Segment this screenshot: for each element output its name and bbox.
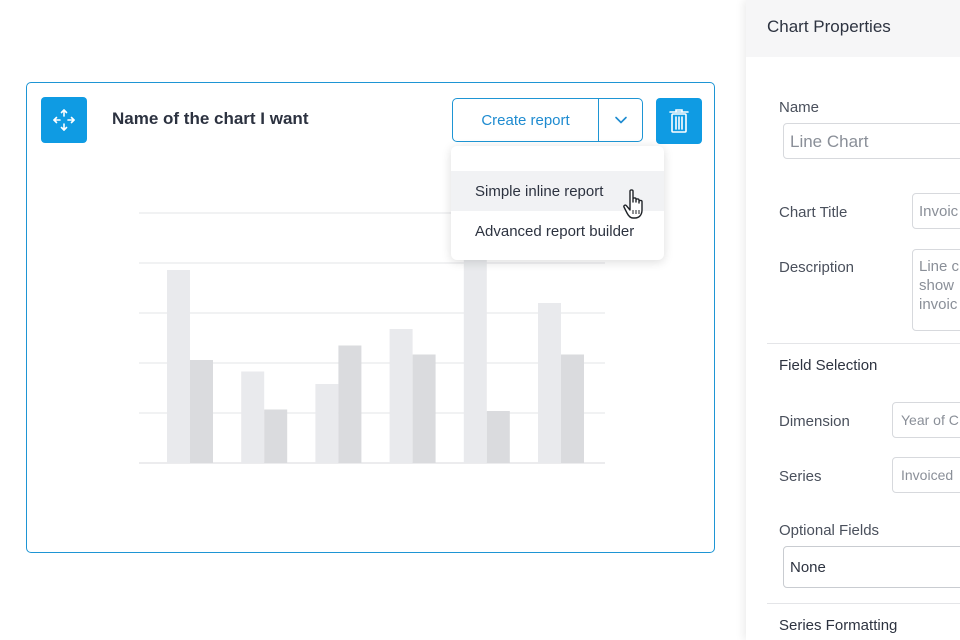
optional-fields-label: Optional Fields — [779, 522, 880, 539]
description-textarea[interactable]: Line c show invoic — [912, 249, 960, 331]
name-input[interactable]: Line Chart — [783, 123, 960, 159]
name-label: Name — [779, 99, 820, 116]
panel-header: Chart Properties — [746, 0, 960, 57]
menu-item-label: Simple inline report — [475, 182, 604, 200]
create-report-menu: Simple inline report Advanced report bui… — [451, 146, 664, 260]
chart-bar — [412, 354, 436, 463]
section-divider — [767, 603, 960, 604]
panel-title: Chart Properties — [767, 17, 891, 36]
trash-icon — [669, 109, 689, 133]
create-report-split-button: Create report — [452, 98, 643, 142]
chart-bar — [167, 270, 190, 463]
create-report-dropdown-toggle[interactable] — [599, 99, 642, 141]
chart-bar — [463, 248, 487, 463]
menu-item-advanced-report-builder[interactable]: Advanced report builder — [451, 211, 664, 251]
move-arrows-icon — [53, 109, 75, 131]
series-select[interactable]: Invoiced — [892, 457, 960, 493]
dimension-select[interactable]: Year of C — [892, 402, 960, 438]
menu-item-label: Advanced report builder — [475, 222, 635, 240]
section-divider — [767, 343, 960, 344]
chart-properties-panel: Chart Properties Name Line Chart Chart T… — [746, 0, 960, 640]
chart-title: Name of the chart I want — [112, 109, 309, 128]
chart-title-label: Chart Title — [779, 204, 848, 221]
field-selection-heading: Field Selection — [779, 357, 878, 374]
optional-fields-select[interactable]: None — [783, 546, 960, 588]
chart-bar — [315, 384, 339, 463]
chart-bar — [486, 411, 510, 463]
chart-bar — [190, 360, 213, 463]
hand-pointer-cursor-icon — [623, 189, 643, 219]
series-formatting-heading: Series Formatting — [779, 617, 898, 634]
chart-bar — [264, 409, 288, 463]
chart-bar — [389, 329, 413, 463]
chart-bar — [241, 371, 265, 463]
delete-chart-button[interactable] — [656, 98, 702, 144]
dimension-label: Dimension — [779, 413, 850, 430]
description-label: Description — [779, 259, 855, 276]
chart-bar — [538, 303, 561, 463]
bar-chart — [139, 212, 605, 464]
move-button[interactable] — [41, 97, 87, 143]
series-label: Series — [779, 468, 822, 485]
menu-item-simple-inline-report[interactable]: Simple inline report — [451, 171, 664, 211]
chart-bar — [561, 354, 584, 463]
chart-bar — [338, 345, 362, 463]
chevron-down-icon — [614, 116, 627, 124]
create-report-button[interactable]: Create report — [453, 99, 599, 141]
chart-title-input[interactable]: Invoic — [912, 193, 960, 229]
